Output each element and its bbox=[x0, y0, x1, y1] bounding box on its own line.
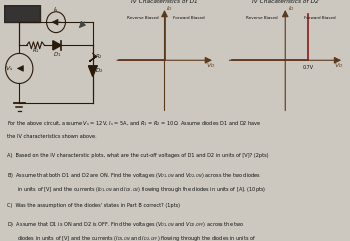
Text: 0.7V: 0.7V bbox=[303, 65, 314, 70]
Text: C)  Was the assumption of the diodes' states in Part B correct? (1pts): C) Was the assumption of the diodes' sta… bbox=[7, 203, 180, 208]
Text: in units of [V] and the currents ($I_{D1,ON}$ and $I_{D2,ON}$) flowing through t: in units of [V] and the currents ($I_{D1… bbox=[17, 186, 267, 194]
Text: B)  Assume that both D1 and D2 are ON. Find the voltages ($V_{D1,ON}$ and $V_{D2: B) Assume that both D1 and D2 are ON. Fi… bbox=[7, 171, 261, 180]
Text: the IV characteristics shown above.: the IV characteristics shown above. bbox=[7, 134, 97, 139]
Text: $D_2$: $D_2$ bbox=[95, 66, 103, 75]
Text: D)  Assume that D1 is ON and D2 is OFF. Find the voltages ($V_{D1,ON}$ and $V_{D: D) Assume that D1 is ON and D2 is OFF. F… bbox=[7, 220, 245, 229]
Text: A)  Based on the IV characterstic plots, what are the cut-off voltages of D1 and: A) Based on the IV characterstic plots, … bbox=[7, 153, 268, 158]
Text: $D_1$: $D_1$ bbox=[53, 50, 61, 59]
Text: $V_s$: $V_s$ bbox=[5, 64, 13, 73]
Text: For the above circuit, assume $V_s$ = 12V, $I_s$ = 5A, and $R_1$ = $R_2$ = 10Ω. : For the above circuit, assume $V_s$ = 12… bbox=[7, 120, 261, 128]
Text: $R_2$: $R_2$ bbox=[95, 52, 103, 61]
Text: Reverse Biased: Reverse Biased bbox=[127, 16, 159, 20]
Title: IV Chacateristics of D1: IV Chacateristics of D1 bbox=[131, 0, 198, 4]
Text: Reverse Biased: Reverse Biased bbox=[246, 16, 278, 20]
Text: $I_s$: $I_s$ bbox=[53, 5, 59, 14]
Text: Forward Biased: Forward Biased bbox=[304, 16, 336, 20]
Text: diodes in units of [V] and the currents ($I_{D1,ON}$ and $I_{D2,OFF}$) flowing t: diodes in units of [V] and the currents … bbox=[17, 235, 257, 241]
Text: $V_D$: $V_D$ bbox=[334, 61, 344, 70]
Polygon shape bbox=[89, 66, 97, 77]
Title: IV Chacateristics of D2: IV Chacateristics of D2 bbox=[252, 0, 318, 4]
Text: Forward Biased: Forward Biased bbox=[173, 16, 204, 20]
Text: $I_D$: $I_D$ bbox=[288, 4, 295, 13]
Polygon shape bbox=[53, 41, 61, 50]
Text: $I_D$: $I_D$ bbox=[166, 4, 173, 13]
Text: $R_1$: $R_1$ bbox=[32, 46, 40, 55]
Text: $V_D$: $V_D$ bbox=[206, 61, 215, 70]
